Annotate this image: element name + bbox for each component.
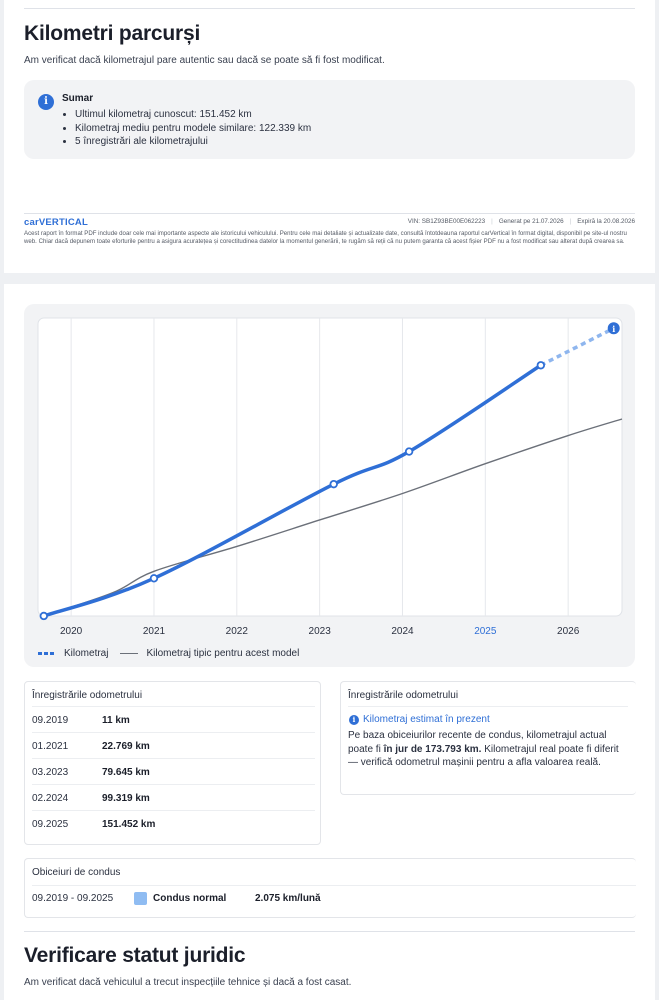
report-meta: VIN: SB1Z93BE00E062223 | Generat pe 21.0… [407,218,635,225]
section-title: Kilometri parcurși [24,22,201,45]
data-point [39,611,48,621]
record-value: 151.452 km [102,819,156,830]
x-tick-label: 2026 [557,626,580,637]
data-point [149,574,159,583]
summary-item: Ultimul kilometraj cunoscut: 151.452 km [75,108,311,122]
expires-value: 20.08.2026 [603,218,635,225]
record-date: 01.2021 [32,741,69,752]
table-row: 03.2023 79.645 km [32,758,315,784]
plot-area [37,317,623,617]
table-row: 02.2024 99.319 km [32,784,315,810]
legal-section-subtitle: Am verificat dacă vehiculul a trecut ins… [24,977,352,988]
data-point [404,447,414,456]
expires-info: Expiră la 20.08.2026 [577,218,635,225]
info-icon: i [349,715,359,725]
driving-habits-title: Obiceiuri de condus [32,867,121,878]
carvertical-logo: carVERTICAL [24,217,88,228]
habit-rate: 2.075 km/lună [255,893,321,904]
legend-label-typical: Kilometraj tipic pentru acest model [146,648,300,659]
generated-info: Generat pe 21.07.2026 [499,218,564,225]
generated-value: 21.07.2026 [532,218,564,225]
vin-value: SB1Z93BE00E062223 [421,218,486,225]
summary-title: Sumar [62,93,94,104]
mileage-line [42,363,543,618]
legal-section-title: Verificare statut juridic [24,944,246,967]
estimate-label: Kilometraj estimat în prezent [363,714,490,725]
habit-color-swatch [134,892,147,905]
data-point [329,479,338,489]
odometer-records-title: Înregistrările odometrului [32,690,143,701]
summary-box: i Sumar Ultimul kilometraj cunoscut: 151… [24,80,635,159]
record-value: 79.645 km [102,767,150,778]
disclaimer: Acest raport în format PDF include doar … [24,230,627,245]
estimate-text: Pe baza obiceiurilor recente de condus, … [348,730,619,768]
record-value: 11 km [102,715,130,726]
estimate-value: în jur de 173.793 km. [383,743,482,755]
summary-item: Kilometraj mediu pentru modele similare:… [75,122,311,136]
mileage-chart-card: 2020 2021 2022 2023 2024 2025 2026 i Kilometraj… [24,304,635,667]
data-point [536,361,546,370]
section-subtitle: Am verificat dacă kilometrajul pare aute… [24,55,385,66]
table-row: 09.2019 11 km [32,706,315,732]
generated-label: Generat pe [498,218,531,225]
x-tick-label: 2022 [226,626,249,637]
legend-label-kilometraj: Kilometraj [64,648,109,659]
record-value: 99.319 km [102,793,150,804]
habit-period: 09.2019 - 09.2025 [32,893,114,904]
record-date: 09.2019 [32,715,69,726]
typical-mileage-line [43,418,623,617]
divider [24,8,635,9]
info-icon: i [612,324,615,334]
record-value: 22.769 km [102,741,150,752]
record-date: 03.2023 [32,767,69,778]
estimate-card: Înregistrările odometrului i Kilometraj … [340,681,636,795]
odometer-records-card: Înregistrările odometrului 09.2019 11 km… [24,681,321,845]
table-row: 09.2025 151.452 km [32,810,315,836]
x-tick-label: 2023 [309,626,332,637]
footer-divider [24,213,635,214]
divider [24,931,635,932]
info-icon: i [38,94,54,110]
estimate-card-title: Înregistrările odometrului [348,690,459,701]
legend-swatch-typical [120,652,139,655]
record-date: 09.2025 [32,819,69,830]
x-tick-label: 2025 [474,626,497,637]
x-tick-label: 2021 [143,626,166,637]
legend-swatch-kilometraj [38,652,56,655]
x-tick-label: 2024 [391,626,414,637]
vin-info: VIN: SB1Z93BE00E062223 [408,218,485,225]
summary-list: Ultimul kilometraj cunoscut: 151.452 km … [75,108,311,149]
chart-legend: Kilometraj Kilometraj tipic pentru acest… [38,648,299,659]
mileage-chart: 2020 2021 2022 2023 2024 2025 2026 i [37,317,623,637]
report-page-2: 2020 2021 2022 2023 2024 2025 2026 i Kilometraj… [4,284,655,1000]
estimate-marker [607,322,620,335]
report-page-1: Kilometri parcurși Am verificat dacă kil… [4,0,655,273]
table-row: 01.2021 22.769 km [32,732,315,758]
summary-item: 5 înregistrări ale kilometrajului [75,135,311,149]
x-tick-label: 2020 [60,626,83,637]
expires-label: Expiră la [577,218,602,225]
record-date: 02.2024 [32,793,69,804]
habit-type: Condus normal [153,893,227,904]
vin-label: VIN: [407,218,421,225]
driving-habits-card: Obiceiuri de condus 09.2019 - 09.2025 Co… [24,858,636,918]
